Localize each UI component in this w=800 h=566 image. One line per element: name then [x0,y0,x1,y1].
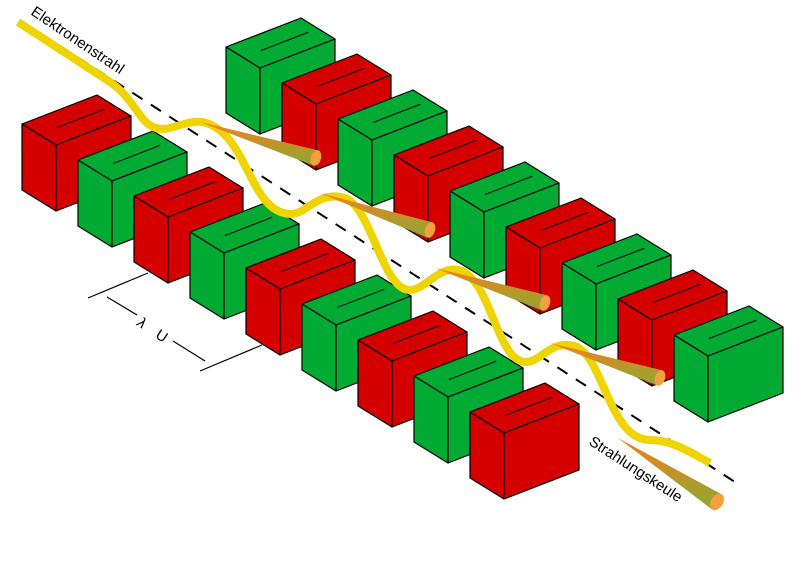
pole-marking-line [336,288,385,309]
radiation-cones [200,122,725,511]
radiation-cone [200,122,319,166]
pole-marking-line [448,360,497,381]
pole-marking-line [392,324,441,345]
pole-marking-line [652,283,701,304]
radiation-cone-cap [310,150,322,166]
radiation-cone-cap [709,493,725,511]
extension-line [87,272,149,299]
pole-marking-line [504,396,553,417]
pole-marking-line [112,144,161,165]
front-magnet-row [21,94,580,500]
pole-marking-line [260,31,309,52]
pole-marking-line [168,180,217,201]
pole-marking-line [56,108,105,129]
pole-marking-line [428,139,477,160]
dimension-line [172,340,206,362]
radiation-cone-main [618,438,722,510]
magnet-front-face [707,326,784,423]
radiation-cone [320,193,433,238]
radiation-cone-cap [424,222,436,238]
period-subscript: U [152,326,170,346]
pole-marking-line [540,211,589,232]
radiation-cone-cap [539,295,551,311]
beam-axis-dashed-line [39,32,739,485]
pole-marking-line [484,175,533,196]
period-dimension [87,272,263,372]
pole-marking-line [280,252,329,273]
pole-marking-line [372,103,421,124]
extension-line [199,344,263,372]
pole-marking-line [596,247,645,268]
green-magnet-block [673,305,784,423]
radiation-cone-cap [654,370,666,386]
radiation-cone [550,343,663,386]
red-magnet-block [469,382,580,500]
pole-marking-line [316,67,365,88]
pole-marking-line [224,216,273,237]
dimension-line [106,296,138,316]
radiation-cone [435,268,548,311]
period-symbol: λ [133,313,149,332]
pole-marking-line [708,319,757,340]
magnet-front-face [503,403,580,500]
